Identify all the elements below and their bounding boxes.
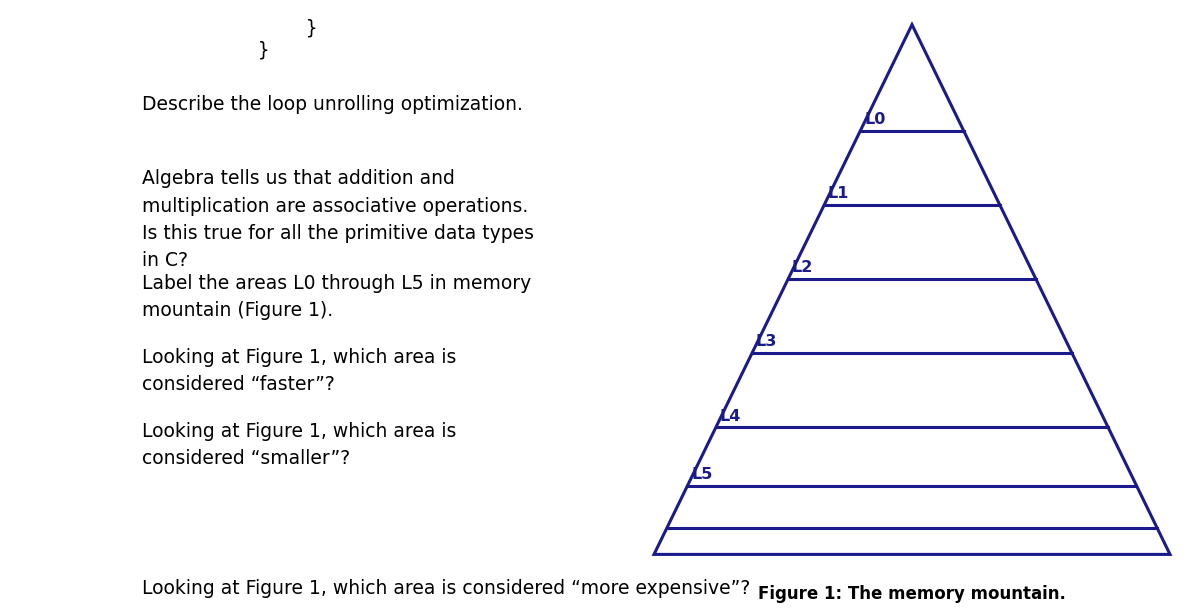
- Text: Looking at Figure 1, which area is considered “more expensive”?: Looking at Figure 1, which area is consi…: [142, 579, 750, 598]
- Text: Label the areas L0 through L5 in memory
mountain (Figure 1).: Label the areas L0 through L5 in memory …: [142, 274, 530, 320]
- Text: L4: L4: [720, 408, 740, 424]
- Text: Looking at Figure 1, which area is
considered “faster”?: Looking at Figure 1, which area is consi…: [142, 348, 456, 394]
- Text: }: }: [258, 40, 270, 59]
- Text: L1: L1: [828, 186, 850, 201]
- Text: L0: L0: [864, 112, 886, 127]
- Text: L2: L2: [792, 260, 814, 275]
- Text: Figure 1: The memory mountain.: Figure 1: The memory mountain.: [758, 585, 1066, 603]
- Text: Looking at Figure 1, which area is
considered “smaller”?: Looking at Figure 1, which area is consi…: [142, 422, 456, 468]
- Text: Describe the loop unrolling optimization.: Describe the loop unrolling optimization…: [142, 95, 522, 115]
- Text: L3: L3: [756, 334, 778, 349]
- Text: }: }: [306, 18, 318, 38]
- Text: L5: L5: [691, 467, 713, 482]
- Text: Algebra tells us that addition and
multiplication are associative operations.
Is: Algebra tells us that addition and multi…: [142, 169, 534, 270]
